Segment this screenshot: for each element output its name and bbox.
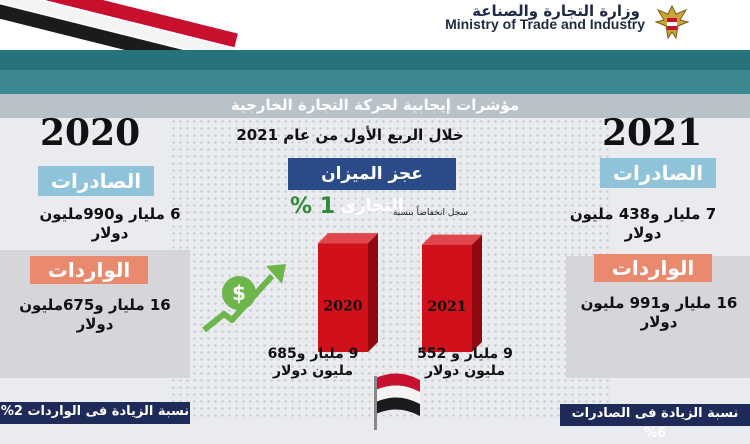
ministry-name-arabic: وزارة التجارة والصناعة bbox=[472, 2, 640, 20]
imports-label-2020: الواردات bbox=[30, 256, 148, 284]
bar-category-label-2020: 2020 bbox=[324, 299, 363, 315]
money-growth-icon: $ bbox=[196, 258, 296, 338]
bar-side-2020 bbox=[368, 233, 378, 352]
imports-increase-footer: نسبة الزيادة فى الواردات 2% bbox=[0, 402, 190, 424]
year-2021-heading: 2021 bbox=[602, 112, 703, 154]
bar-2020 bbox=[318, 243, 368, 352]
header-teal-band bbox=[0, 70, 750, 98]
exports-value-2020: 6 مليار و990مليون دولار bbox=[39, 205, 181, 242]
bar-value-label-2020: 9 مليار و685 مليون دولار bbox=[267, 346, 359, 379]
dollar-icon: $ bbox=[222, 276, 256, 310]
decline-percentage: % 1 bbox=[290, 194, 336, 219]
ministry-name-english: Ministry of Trade and Industry bbox=[445, 16, 645, 32]
exports-increase-footer: نسبة الزيادة فى الصادرات 6% bbox=[560, 404, 750, 441]
bar-category-label-2021: 2021 bbox=[428, 299, 467, 315]
egypt-flag-icon bbox=[374, 373, 420, 430]
imports-value-2020: 16 مليار و675مليون دولار bbox=[19, 296, 171, 333]
eagle-emblem-icon bbox=[654, 4, 690, 40]
bar-2021 bbox=[422, 244, 472, 352]
exports-label-2021: الصادرات bbox=[600, 158, 716, 188]
imports-value-2021: 16 مليار و991 مليون دولار bbox=[580, 294, 738, 331]
banner-title: مؤشرات إيجابية لحركة التجارة الخارجية bbox=[230, 96, 520, 114]
exports-label-2020: الصادرات bbox=[38, 166, 154, 196]
period-subtitle: خلال الربع الأول من عام 2021 bbox=[236, 126, 464, 144]
bar-side-2021 bbox=[472, 234, 482, 352]
bar-top-2021 bbox=[422, 234, 482, 245]
year-2020-heading: 2020 bbox=[40, 112, 141, 154]
bar-top-2020 bbox=[318, 233, 378, 244]
growth-arrow-icon bbox=[202, 264, 286, 333]
trade-deficit-title: عجز الميزان التجارى bbox=[288, 158, 456, 216]
imports-label-2021: الواردات bbox=[594, 254, 712, 282]
deficit-bar-chart: 2020 2021 bbox=[318, 233, 482, 352]
decline-note: سجل انخفاضاً بنسبة bbox=[392, 208, 468, 218]
bar-value-label-2021: 9 مليار و 552 مليون دولار bbox=[417, 346, 513, 379]
subtitle-strip bbox=[0, 94, 750, 118]
exports-value-2021: 7 مليار و438 مليون دولار bbox=[569, 205, 717, 242]
